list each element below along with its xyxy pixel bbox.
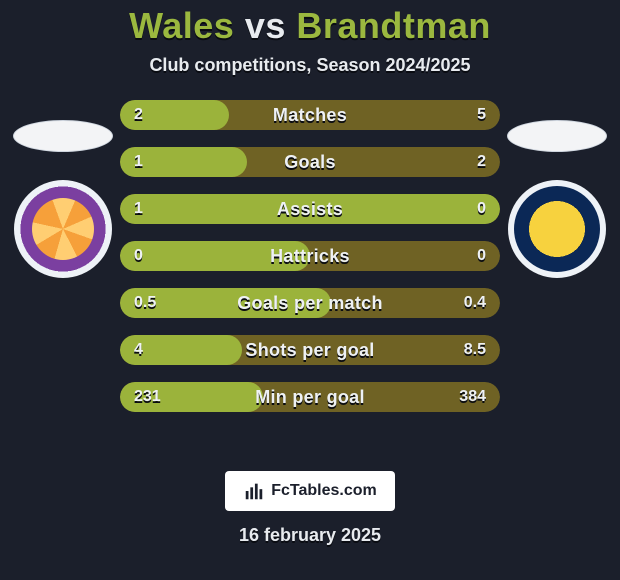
left-flag-icon — [13, 120, 113, 152]
footer: FcTables.com 16 february 2025 — [0, 471, 620, 546]
title-player2: Brandtman — [296, 5, 491, 46]
brand-text: FcTables.com — [271, 482, 377, 500]
right-value: 384 — [459, 382, 486, 412]
bar-fill — [120, 194, 500, 224]
left-badge-column — [8, 120, 118, 278]
right-value: 0 — [477, 241, 486, 271]
right-value: 8.5 — [464, 335, 486, 365]
left-club-badge-icon — [14, 180, 112, 278]
stat-row: 10Assists — [120, 194, 500, 224]
right-value: 0.4 — [464, 288, 486, 318]
title-vs: vs — [245, 5, 286, 46]
right-value: 5 — [477, 100, 486, 130]
left-value: 231 — [134, 382, 161, 412]
left-value: 0 — [134, 241, 143, 271]
right-club-badge-icon — [508, 180, 606, 278]
title: Wales vs Brandtman — [0, 5, 620, 47]
comparison-card: Wales vs Brandtman Club competitions, Se… — [0, 0, 620, 580]
left-value: 1 — [134, 194, 143, 224]
date-text: 16 february 2025 — [239, 525, 381, 546]
right-badge-column — [502, 120, 612, 278]
comparison-bars: 25Matches12Goals10Assists00Hattricks0.50… — [120, 100, 500, 412]
brand-badge: FcTables.com — [225, 471, 395, 511]
chart-icon — [243, 480, 265, 502]
right-value: 0 — [477, 194, 486, 224]
stat-row: 48.5Shots per goal — [120, 335, 500, 365]
right-flag-icon — [507, 120, 607, 152]
bar-fill — [120, 241, 310, 271]
title-player1: Wales — [129, 5, 234, 46]
right-value: 2 — [477, 147, 486, 177]
stat-row: 0.50.4Goals per match — [120, 288, 500, 318]
left-value: 0.5 — [134, 288, 156, 318]
left-value: 2 — [134, 100, 143, 130]
stat-row: 25Matches — [120, 100, 500, 130]
stat-row: 12Goals — [120, 147, 500, 177]
stat-row: 00Hattricks — [120, 241, 500, 271]
subtitle: Club competitions, Season 2024/2025 — [0, 55, 620, 76]
left-value: 4 — [134, 335, 143, 365]
stat-row: 231384Min per goal — [120, 382, 500, 412]
left-value: 1 — [134, 147, 143, 177]
